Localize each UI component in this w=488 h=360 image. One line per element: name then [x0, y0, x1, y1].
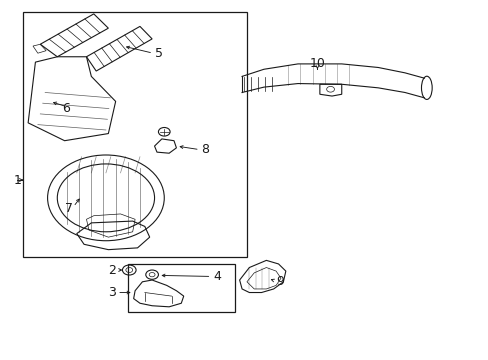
Bar: [127, 264, 234, 312]
Bar: [23, 12, 246, 257]
Text: 4: 4: [212, 270, 220, 283]
Text: 10: 10: [309, 57, 325, 71]
Text: 2: 2: [108, 264, 116, 276]
Text: 9: 9: [276, 275, 284, 288]
Text: 6: 6: [62, 102, 70, 115]
Text: 8: 8: [201, 143, 208, 156]
Text: 7: 7: [64, 202, 72, 215]
Text: 5: 5: [154, 47, 162, 60]
Text: 1: 1: [14, 174, 21, 186]
Text: 3: 3: [108, 286, 116, 299]
